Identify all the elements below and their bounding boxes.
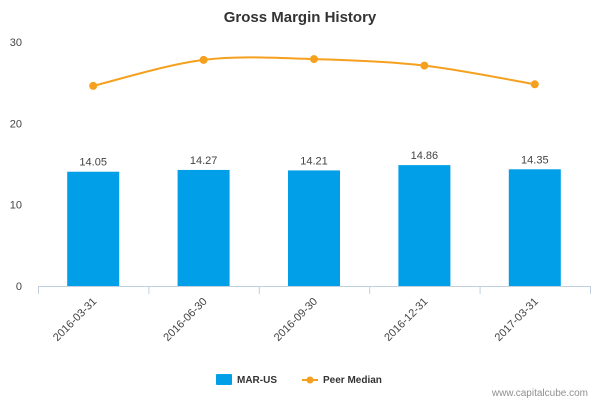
peer-median-point[interactable] bbox=[530, 80, 539, 89]
legend-item-mar-us[interactable]: MAR-US bbox=[216, 374, 277, 386]
bar-mar-us[interactable] bbox=[67, 171, 120, 286]
x-tick-label: 2016-12-31 bbox=[382, 296, 430, 344]
legend: MAR-US Peer Median bbox=[216, 374, 382, 386]
plot-area: 0 10 20 30 14.05 14.27 14.21 14.86 14.35 2016-03-… bbox=[10, 37, 591, 344]
x-tick-label: 2016-06-30 bbox=[161, 296, 209, 344]
bar-data-label: 14.86 bbox=[411, 150, 439, 162]
source-watermark: www.capitalcube.com bbox=[491, 388, 588, 399]
legend-label-peer-median: Peer Median bbox=[323, 375, 382, 386]
legend-swatch-peer-median-marker bbox=[306, 376, 314, 384]
bar-data-label: 14.35 bbox=[521, 154, 549, 166]
bar-mar-us[interactable] bbox=[177, 169, 230, 286]
bar-mar-us[interactable] bbox=[508, 169, 561, 286]
y-tick-label: 0 bbox=[16, 281, 22, 293]
y-tick-label: 30 bbox=[10, 37, 22, 49]
bar-data-label: 14.21 bbox=[300, 155, 328, 167]
chart-title: Gross Margin History bbox=[224, 9, 377, 26]
bar-mar-us[interactable] bbox=[288, 170, 340, 286]
y-tick-label: 20 bbox=[10, 118, 22, 130]
peer-median-point[interactable] bbox=[420, 61, 429, 70]
peer-median-point[interactable] bbox=[310, 55, 318, 64]
bar-mar-us[interactable] bbox=[398, 165, 451, 286]
bar-data-label: 14.05 bbox=[79, 157, 107, 169]
x-tick-label: 2017-03-31 bbox=[493, 296, 541, 344]
legend-swatch-mar-us bbox=[216, 374, 232, 385]
peer-median-point[interactable] bbox=[89, 81, 98, 90]
x-tick-label: 2016-03-31 bbox=[51, 296, 99, 344]
legend-label-mar-us: MAR-US bbox=[237, 375, 277, 386]
bar-data-label: 14.27 bbox=[190, 155, 218, 167]
y-tick-label: 10 bbox=[10, 200, 22, 212]
peer-median-point[interactable] bbox=[199, 55, 208, 64]
x-tick-label: 2016-09-30 bbox=[272, 296, 320, 344]
legend-item-peer-median[interactable]: Peer Median bbox=[302, 375, 382, 386]
